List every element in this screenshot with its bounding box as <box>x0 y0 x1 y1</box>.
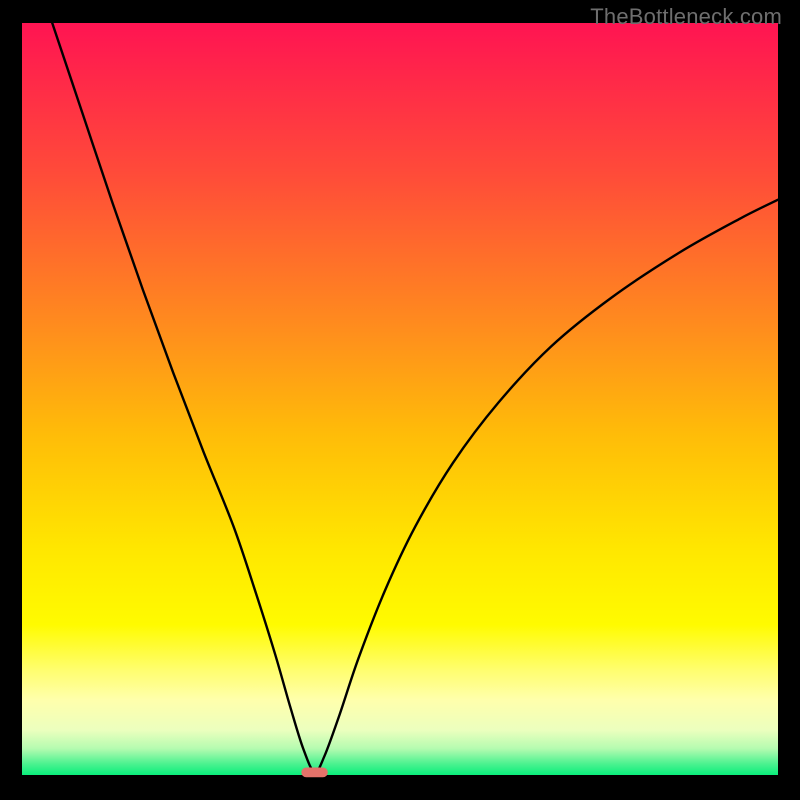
minimum-marker <box>301 767 327 777</box>
watermark-text: TheBottleneck.com <box>590 4 782 30</box>
plot-background <box>22 23 778 775</box>
bottleneck-chart <box>0 0 800 800</box>
chart-container: TheBottleneck.com <box>0 0 800 800</box>
